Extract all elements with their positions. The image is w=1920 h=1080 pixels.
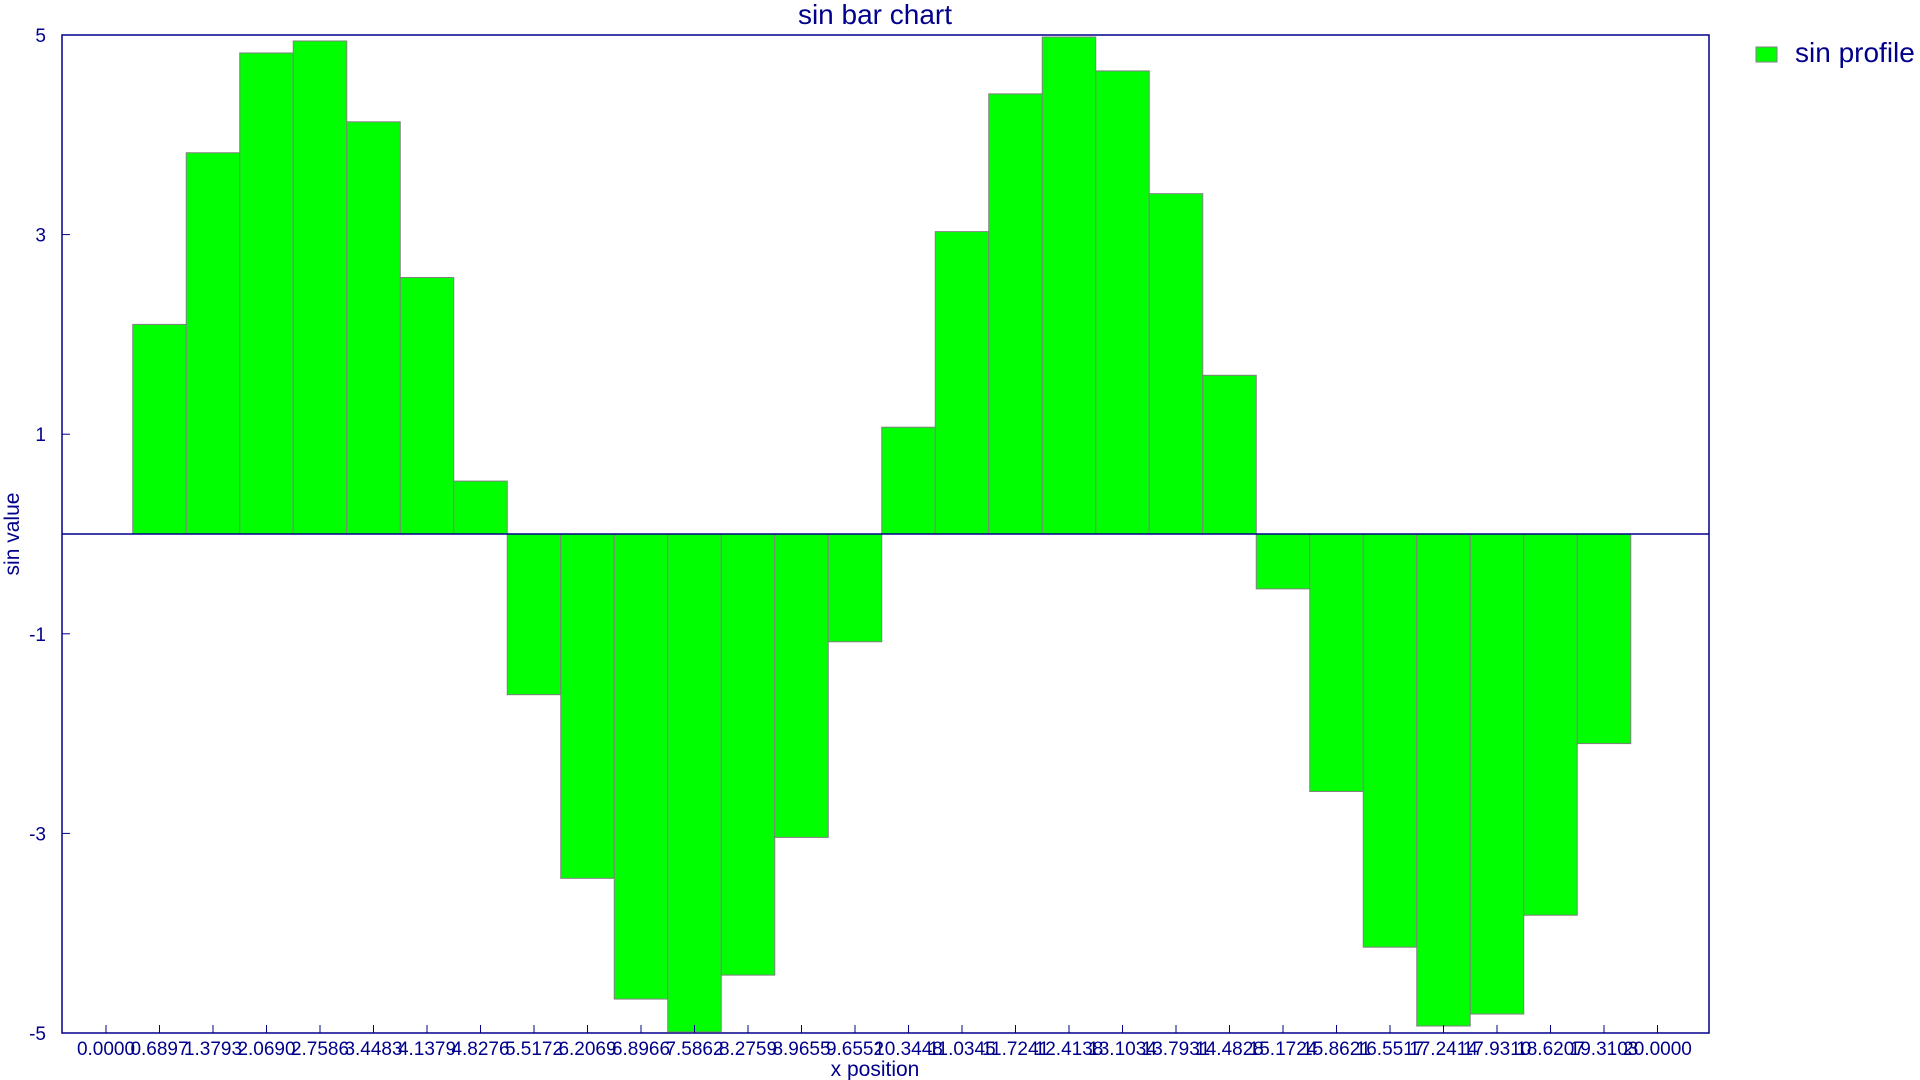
- y-axis-ticks: 5 3 1 -1 -3 -5: [29, 26, 70, 1045]
- y-tick-label: -5: [29, 1024, 46, 1045]
- x-tick-label: 13.1034: [1088, 1039, 1157, 1060]
- legend-label: sin profile: [1795, 37, 1915, 68]
- legend-swatch: [1755, 46, 1778, 63]
- bar: [292, 40, 348, 535]
- bar: [667, 533, 722, 1033]
- x-tick-label: 12.4138: [1035, 1039, 1104, 1060]
- bar: [881, 426, 936, 535]
- x-axis-label: x position: [831, 1058, 920, 1080]
- bar: [1041, 36, 1097, 535]
- chart-title: sin bar chart: [798, 0, 952, 30]
- bar: [827, 533, 883, 643]
- y-tick-label: 5: [35, 26, 46, 47]
- x-tick-label: 17.2414: [1409, 1039, 1478, 1060]
- x-tick-label: 14.4828: [1195, 1039, 1264, 1060]
- x-tick-label: 0.6897: [130, 1039, 188, 1060]
- bar: [1202, 374, 1257, 535]
- bar: [1576, 533, 1632, 745]
- bar: [506, 533, 562, 696]
- x-tick-label: 3.4483: [344, 1039, 402, 1060]
- bar: [132, 323, 187, 535]
- x-tick-label: 18.6207: [1516, 1039, 1585, 1060]
- x-tick-label: 10.3448: [874, 1039, 943, 1060]
- x-tick-label: 11.7241: [982, 1039, 1049, 1060]
- bar: [1255, 533, 1311, 590]
- x-tick-label: 2.7586: [291, 1039, 349, 1060]
- y-tick-label: -3: [29, 824, 46, 845]
- bar-series: [132, 36, 1632, 1033]
- x-tick-label: 15.1724: [1249, 1039, 1318, 1060]
- x-tick-label: 8.9655: [772, 1039, 830, 1060]
- bar: [399, 277, 455, 535]
- bar: [1523, 533, 1578, 916]
- bar: [988, 93, 1043, 535]
- bar: [453, 480, 508, 535]
- x-tick-label: 20.0000: [1623, 1039, 1692, 1060]
- legend: sin profile: [1755, 37, 1915, 68]
- bar: [1416, 533, 1471, 1027]
- bar: [239, 52, 294, 535]
- bar: [720, 533, 776, 976]
- bar: [774, 533, 829, 838]
- x-tick-label: 8.2759: [719, 1039, 777, 1060]
- x-tick-label: 13.7931: [1142, 1039, 1211, 1060]
- bar: [1469, 533, 1525, 1015]
- x-tick-label: 6.8966: [612, 1039, 670, 1060]
- x-tick-label: 2.0690: [237, 1039, 295, 1060]
- x-axis-ticks: 0.00000.68971.37932.06902.75863.44834.13…: [77, 1025, 1692, 1060]
- x-tick-label: 0.0000: [77, 1039, 135, 1060]
- x-tick-label: 17.9310: [1463, 1039, 1532, 1060]
- x-tick-label: 1.3793: [184, 1039, 242, 1060]
- y-tick-label: 1: [35, 425, 46, 446]
- x-tick-label: 6.2069: [558, 1039, 616, 1060]
- x-tick-label: 16.5517: [1356, 1039, 1425, 1060]
- y-axis-label: sin value: [1, 493, 24, 576]
- y-tick-label: -1: [29, 625, 46, 646]
- bar: [934, 231, 990, 535]
- x-tick-label: 4.1379: [398, 1039, 456, 1060]
- bar: [185, 152, 241, 535]
- bar: [1148, 193, 1204, 535]
- bar: [1095, 70, 1150, 535]
- bar: [613, 533, 669, 1000]
- bar: [560, 533, 615, 879]
- y-tick-label: 3: [35, 226, 46, 247]
- x-tick-label: 15.8621: [1302, 1039, 1371, 1060]
- x-tick-label: 9.6552: [826, 1039, 884, 1060]
- bar: [1362, 533, 1418, 948]
- x-tick-label: 4.8276: [451, 1039, 509, 1060]
- x-tick-label: 19.3103: [1570, 1039, 1639, 1060]
- bar: [1309, 533, 1364, 792]
- bar: [346, 121, 401, 535]
- x-tick-label: 5.5172: [505, 1039, 563, 1060]
- x-tick-label: 7.5862: [665, 1039, 723, 1060]
- x-tick-label: 11.0345: [928, 1039, 995, 1060]
